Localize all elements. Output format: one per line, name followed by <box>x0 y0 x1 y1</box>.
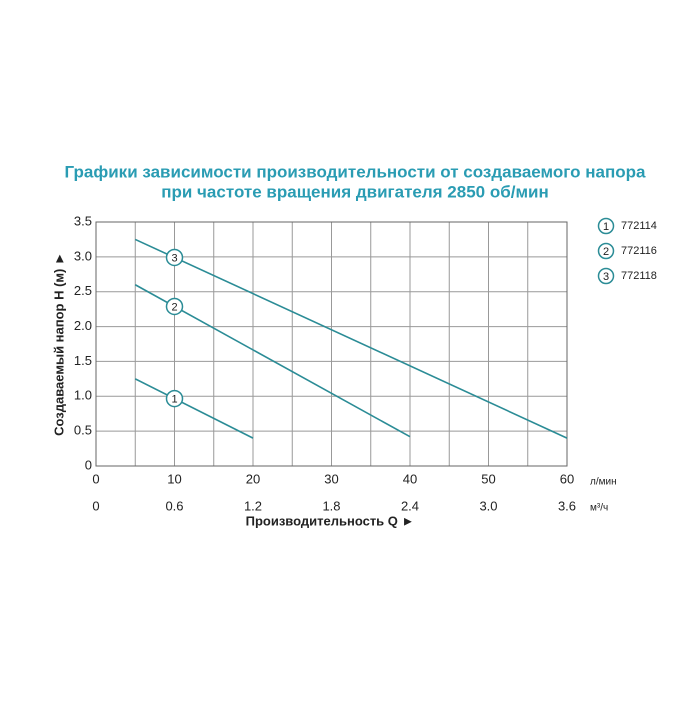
x2-unit: м³/ч <box>590 503 608 514</box>
y-tick-label: 1.0 <box>74 388 92 403</box>
x2-tick-label: 0.6 <box>165 498 183 513</box>
legend-label: 772118 <box>621 270 657 282</box>
x2-tick-label: 3.0 <box>479 498 497 513</box>
x2-tick-label: 1.2 <box>244 498 262 513</box>
y-tick-label: 2.5 <box>74 283 92 298</box>
legend-marker <box>597 217 615 235</box>
x-tick-label: 10 <box>167 471 181 486</box>
legend-label: 772116 <box>621 245 657 257</box>
series-marker-label: 2 <box>171 301 177 313</box>
y-axis-label: Создаваемый напор H (м) ► <box>51 252 66 436</box>
x-tick-label: 0 <box>92 471 99 486</box>
y-tick-label: 0.5 <box>74 423 92 438</box>
legend-marker <box>597 267 615 285</box>
series-marker <box>165 389 184 408</box>
legend-label: 772114 <box>621 220 657 232</box>
series-marker-label: 1 <box>171 394 177 406</box>
x2-tick-label: 1.8 <box>322 498 340 513</box>
series-line <box>134 378 254 439</box>
series-marker <box>165 297 184 316</box>
series-marker <box>165 248 184 267</box>
x-tick-label: 40 <box>403 471 417 486</box>
legend-marker-label: 3 <box>603 271 609 283</box>
chart-title: при частоте вращения двигателя 2850 об/м… <box>161 182 549 201</box>
x2-tick-label: 3.6 <box>558 498 576 513</box>
y-tick-label: 1.5 <box>74 353 92 368</box>
x-tick-label: 30 <box>324 471 338 486</box>
x-tick-label: 60 <box>560 471 574 486</box>
y-tick-label: 0 <box>85 457 92 472</box>
x2-tick-label: 0 <box>92 498 99 513</box>
y-tick-label: 2.0 <box>74 318 92 333</box>
x-tick-label: 50 <box>481 471 495 486</box>
series-marker-label: 3 <box>171 252 177 264</box>
x-unit: л/мин <box>590 477 617 488</box>
legend-marker-label: 2 <box>603 246 609 258</box>
series-line <box>134 238 568 439</box>
y-tick-label: 3.0 <box>74 248 92 263</box>
x-axis-label: Производительность Q ► <box>246 513 415 528</box>
x2-tick-label: 2.4 <box>401 498 419 513</box>
legend-marker-label: 1 <box>603 221 609 233</box>
legend-marker <box>597 242 615 260</box>
chart-title: Графики зависимости производительности о… <box>65 162 646 181</box>
y-tick-label: 3.5 <box>74 213 92 228</box>
plot-frame <box>95 221 568 467</box>
x-tick-label: 20 <box>246 471 260 486</box>
